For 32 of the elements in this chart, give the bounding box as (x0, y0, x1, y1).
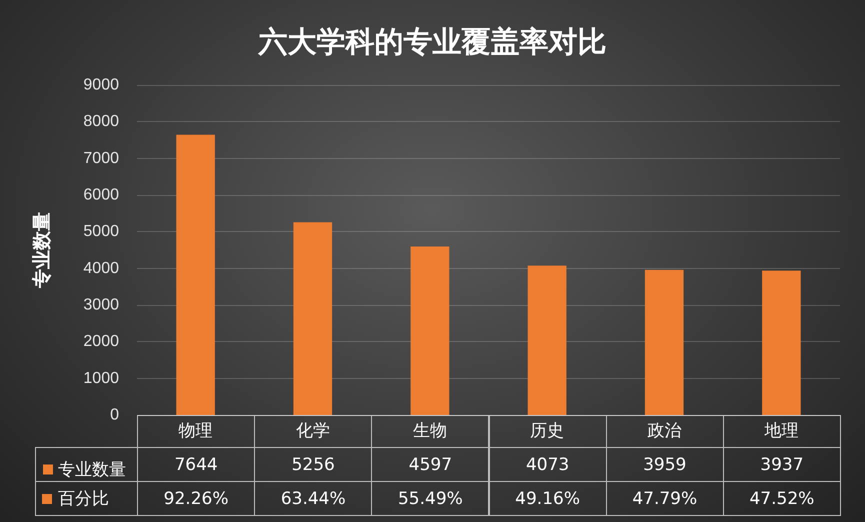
y-tick-label: 8000 (83, 113, 120, 130)
data-label: 4073 (488, 447, 607, 482)
x-tick-label: 物理 (178, 421, 213, 440)
x-tick-label: 历史 (530, 421, 564, 440)
y-tick-label: 0 (110, 406, 120, 424)
y-tick-label: 4000 (83, 260, 120, 277)
text: 63.44% (254, 481, 372, 516)
text: 92.26% (137, 481, 256, 516)
y-tick-label: 1000 (83, 370, 120, 387)
y-axis-title: 专业数量 (31, 212, 53, 289)
chart-title: 六大学科的专业覆盖率对比 (258, 24, 606, 58)
x-tick-label: 政治 (647, 421, 682, 440)
data-label: 3937 (722, 447, 841, 482)
x-tick-label: 生物 (412, 421, 447, 440)
data-label: 4597 (371, 447, 490, 482)
text: 55.49% (371, 481, 490, 516)
text: 47.79% (606, 481, 724, 516)
y-tick-label: 3000 (83, 296, 120, 314)
text: 49.16% (488, 481, 607, 516)
y-tick-label: 2000 (83, 333, 120, 350)
data-label: 7644 (137, 447, 256, 482)
y-tick-label: 7000 (83, 150, 120, 167)
x-tick-label: 化学 (296, 421, 330, 440)
x-tick-label: 地理 (763, 421, 798, 440)
data-label: 5256 (254, 447, 372, 482)
text: 百分比 (58, 488, 109, 510)
legend-label: 专业数量 (58, 460, 126, 479)
y-tick-label: 5000 (83, 223, 120, 240)
text: 47.52% (722, 481, 841, 516)
y-tick-label: 6000 (83, 186, 120, 204)
y-tick-label: 9000 (83, 76, 120, 94)
data-label: 3959 (606, 447, 724, 482)
